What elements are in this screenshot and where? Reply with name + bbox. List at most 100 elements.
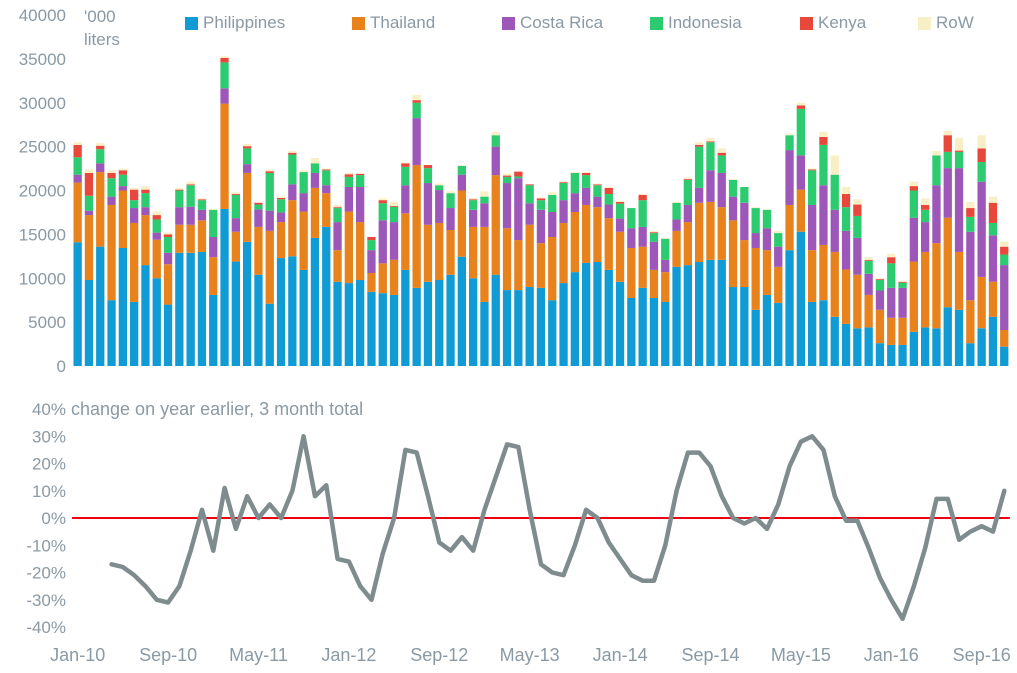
- bar-segment-costa-rica: [740, 202, 749, 241]
- bar-segment-kenya: [1000, 246, 1009, 255]
- bar-segment-thailand: [864, 294, 873, 328]
- bar-segment-thailand: [118, 190, 127, 248]
- bar-segment-thailand: [570, 212, 579, 273]
- bar-segment-row: [401, 162, 410, 164]
- bar-segment-kenya: [943, 135, 952, 152]
- bar-segment-thailand: [1000, 330, 1009, 347]
- bar-segment-costa-rica: [695, 187, 704, 203]
- bar-segment-thailand: [163, 264, 173, 305]
- bar-segment-indonesia: [921, 209, 930, 223]
- bar-segment-costa-rica: [819, 185, 828, 245]
- bar-segment-costa-rica: [751, 233, 760, 248]
- x-tick-label: Jan-12: [321, 645, 376, 665]
- bar-segment-philippines: [254, 274, 263, 366]
- bar-segment-costa-rica: [333, 222, 342, 251]
- bar-segment-indonesia: [186, 185, 195, 207]
- bar-segment-row: [695, 142, 704, 145]
- bar-segment-thailand: [197, 220, 207, 252]
- legend-swatch-icon: [502, 16, 515, 30]
- bar-segment-kenya: [875, 279, 885, 281]
- bar-segment-row: [762, 208, 772, 210]
- bar-segment-indonesia: [491, 135, 500, 147]
- bar-segment-indonesia: [344, 176, 353, 187]
- bar-segment-row: [412, 94, 421, 101]
- bar-segment-row: [966, 201, 975, 209]
- legend-item-indonesia: Indonesia: [650, 13, 742, 33]
- bar-segment-indonesia: [84, 195, 94, 211]
- bar-segment-philippines: [514, 290, 523, 366]
- bar-segment-costa-rica: [197, 209, 207, 221]
- bar-segment-philippines: [898, 344, 907, 366]
- bar-segment-philippines: [197, 251, 207, 367]
- bar-segment-kenya: [966, 208, 975, 217]
- legend-swatch-icon: [352, 16, 365, 30]
- bar-segment-indonesia: [875, 280, 885, 291]
- bar-segment-row: [875, 278, 885, 280]
- bar-segment-thailand: [288, 200, 297, 257]
- bar-segment-costa-rica: [220, 88, 229, 104]
- bar-segment-philippines: [231, 261, 240, 366]
- bar-segment-costa-rica: [830, 209, 839, 252]
- bar-segment-thailand: [582, 204, 591, 263]
- bar-segment-kenya: [819, 136, 828, 145]
- bar-segment-philippines: [740, 287, 749, 366]
- bar-segment-philippines: [966, 343, 975, 367]
- bar-segment-thailand: [276, 222, 286, 259]
- bar-segment-indonesia: [717, 155, 726, 173]
- legend-label: Costa Rica: [520, 13, 604, 32]
- bar-segment-costa-rica: [401, 185, 410, 214]
- bar-segment-row: [774, 230, 783, 234]
- bar-segment-row: [661, 237, 670, 239]
- bar-segment-indonesia: [141, 193, 150, 208]
- legend-label: Indonesia: [668, 13, 742, 32]
- bar-segment-row: [717, 148, 726, 153]
- x-tick-label: May-11: [229, 645, 288, 665]
- legend-swatch-icon: [650, 16, 663, 30]
- bar-segment-kenya: [593, 184, 602, 186]
- bar-segment-philippines: [525, 287, 534, 366]
- bar-segment-indonesia: [943, 151, 952, 169]
- bar-segment-indonesia: [582, 175, 591, 188]
- bar-segment-philippines: [378, 293, 387, 366]
- bar-segment-row: [73, 142, 82, 145]
- bar-segment-costa-rica: [152, 232, 161, 240]
- bar-segment-row: [96, 143, 105, 146]
- bar-segment-row: [378, 198, 387, 201]
- bar-segment-thailand: [175, 224, 184, 253]
- bar-segment-costa-rica: [536, 209, 546, 244]
- bottom-y-tick-label: -20%: [26, 564, 66, 583]
- bar-segment-row: [480, 191, 489, 197]
- bar-segment-costa-rica: [423, 183, 433, 225]
- bar-segment-kenya: [107, 172, 116, 179]
- bar-segment-thailand: [231, 231, 240, 262]
- bar-segment-row: [808, 168, 817, 170]
- bar-segment-philippines: [728, 287, 738, 366]
- bar-segment-philippines: [186, 252, 195, 366]
- bar-segment-philippines: [107, 300, 116, 366]
- bar-segment-indonesia: [954, 151, 964, 169]
- bar-segment-kenya: [921, 204, 930, 210]
- bar-segment-kenya: [514, 171, 523, 177]
- bar-segment-row: [548, 192, 557, 195]
- bar-segment-costa-rica: [163, 252, 173, 265]
- top-y-tick-label: 20000: [19, 182, 66, 201]
- bar-segment-costa-rica: [469, 209, 478, 227]
- bottom-y-tick-label: 30%: [32, 427, 66, 446]
- bar-segment-costa-rica: [96, 163, 105, 173]
- bar-segment-row: [615, 201, 625, 202]
- bar-segment-costa-rica: [118, 186, 127, 191]
- bar-segment-philippines: [356, 280, 365, 366]
- bar-segment-indonesia: [932, 155, 941, 186]
- bar-segment-kenya: [796, 105, 805, 109]
- bar-segment-thailand: [457, 190, 466, 257]
- legend-swatch-icon: [918, 16, 931, 30]
- bar-segment-row: [107, 170, 116, 173]
- bar-segment-indonesia: [209, 209, 218, 238]
- bar-segment-philippines: [638, 287, 647, 366]
- bar-segment-philippines: [570, 272, 579, 366]
- bar-segment-costa-rica: [502, 183, 512, 229]
- bar-segment-indonesia: [423, 168, 433, 184]
- bar-segment-kenya: [96, 145, 105, 150]
- bar-segment-kenya: [130, 189, 139, 201]
